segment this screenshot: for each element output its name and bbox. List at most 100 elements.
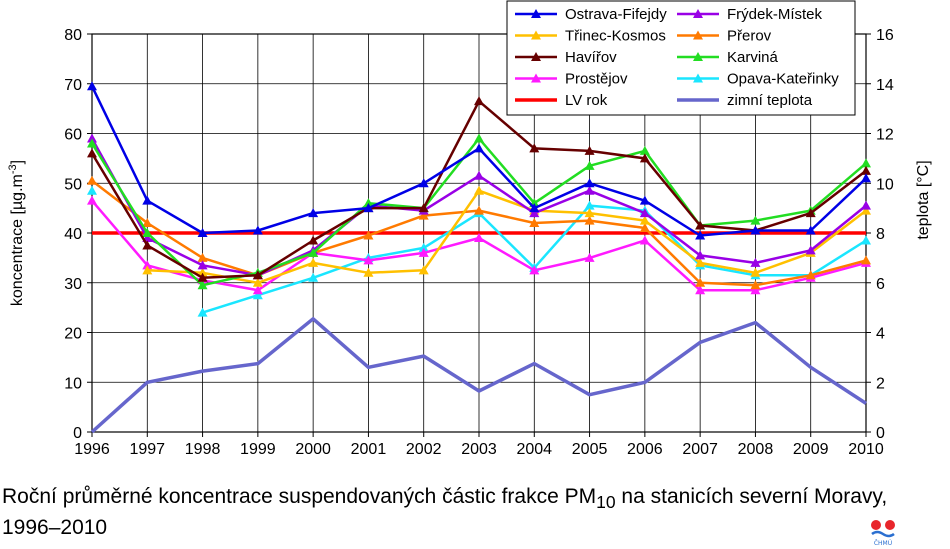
data-point <box>805 270 816 280</box>
data-point <box>308 257 319 267</box>
data-point <box>252 270 263 280</box>
data-point <box>418 210 429 220</box>
series-prost-jov <box>87 195 871 295</box>
data-point <box>474 170 484 180</box>
legend-label: zimní teplota <box>727 92 813 109</box>
data-point <box>695 220 706 230</box>
data-point <box>750 215 761 225</box>
data-point <box>87 133 97 143</box>
legend-item: Prostějov <box>515 71 628 88</box>
data-point <box>87 185 97 195</box>
y2-tick-label: 8 <box>876 226 885 243</box>
data-point <box>474 143 484 153</box>
data-point <box>418 247 429 257</box>
data-point <box>584 215 595 225</box>
data-point <box>805 245 816 255</box>
x-tick-label: 2008 <box>738 441 774 458</box>
data-point <box>418 178 429 188</box>
data-point <box>363 230 374 240</box>
data-point <box>584 208 595 218</box>
data-point <box>252 277 263 287</box>
data-point <box>531 30 541 40</box>
data-point <box>639 223 650 233</box>
data-point <box>142 228 153 237</box>
y2-tick-label: 16 <box>876 27 894 44</box>
figure-caption: Roční průměrné koncentrace suspendovanýc… <box>2 485 888 540</box>
data-point <box>805 225 816 235</box>
legend-label: Třinec-Kosmos <box>565 28 666 45</box>
legend-item: Přerov <box>677 28 772 45</box>
y2-tick-label: 0 <box>876 425 885 442</box>
legend-item: Třinec-Kosmos <box>515 28 666 45</box>
data-point <box>418 203 429 213</box>
data-point <box>529 265 540 275</box>
data-point <box>695 285 706 295</box>
data-point <box>87 138 97 148</box>
data-point <box>197 260 208 270</box>
data-point <box>474 205 484 215</box>
data-point <box>639 153 650 163</box>
data-point <box>87 148 97 158</box>
data-point <box>529 208 540 218</box>
x-tick-label: 2003 <box>461 441 497 458</box>
legend-label: Ostrava-Fifejdy <box>565 6 667 23</box>
y2-tick-label: 12 <box>876 127 894 144</box>
y-tick-label: 20 <box>64 326 82 343</box>
series-line <box>90 317 867 434</box>
data-point <box>418 265 429 275</box>
y-tick-label: 40 <box>64 226 82 243</box>
data-point <box>639 145 650 155</box>
y-tick-label: 60 <box>64 127 82 144</box>
series-line <box>147 189 867 285</box>
series-ostrava-fifejdy <box>87 81 871 240</box>
y-tick-label: 0 <box>73 425 82 442</box>
data-point <box>474 232 484 242</box>
data-point <box>142 265 153 275</box>
data-point <box>252 290 263 300</box>
x-tick-label: 2007 <box>682 441 718 458</box>
data-point <box>693 52 703 61</box>
data-point <box>363 203 374 213</box>
data-point <box>529 203 540 213</box>
data-point <box>584 252 595 262</box>
legend-item: zimní teplota <box>677 92 813 109</box>
legend-item: Opava-Kateřinky <box>677 71 839 88</box>
data-point <box>639 208 650 218</box>
x-tick-label: 2000 <box>295 441 331 458</box>
legend-item: Ostrava-Fifejdy <box>515 6 667 23</box>
y-tick-label: 10 <box>64 375 82 392</box>
data-point <box>308 247 319 257</box>
y-tick-label: 50 <box>64 176 82 193</box>
x-tick-label: 2010 <box>848 441 884 458</box>
data-point <box>861 165 871 175</box>
data-point <box>308 272 319 282</box>
data-point <box>750 285 761 295</box>
data-point <box>861 173 871 183</box>
data-point <box>861 200 871 210</box>
legend-label: Havířov <box>565 49 617 66</box>
data-point <box>861 205 871 215</box>
y2-tick-label: 10 <box>876 176 894 193</box>
data-point <box>861 235 871 245</box>
data-point <box>750 225 761 235</box>
data-point <box>474 133 484 143</box>
y2-axis-label: teplota [°C] <box>915 160 932 239</box>
data-point <box>805 208 816 218</box>
x-tick-label: 2009 <box>793 441 829 458</box>
x-tick-label: 1996 <box>74 441 110 458</box>
data-point <box>584 200 595 210</box>
data-point <box>639 235 650 245</box>
legend-label: Přerov <box>727 28 772 45</box>
data-point <box>750 257 761 267</box>
data-point <box>418 242 429 252</box>
chmu-logo: ČHMÚ <box>871 520 895 547</box>
data-point <box>695 250 706 260</box>
x-tick-label: 2002 <box>406 441 442 458</box>
data-point <box>87 195 97 205</box>
data-point <box>639 215 650 225</box>
data-point <box>142 195 153 205</box>
x-tick-label: 2001 <box>351 441 387 458</box>
data-point <box>584 160 595 170</box>
data-point <box>750 267 761 277</box>
x-tick-label: 2006 <box>627 441 663 458</box>
